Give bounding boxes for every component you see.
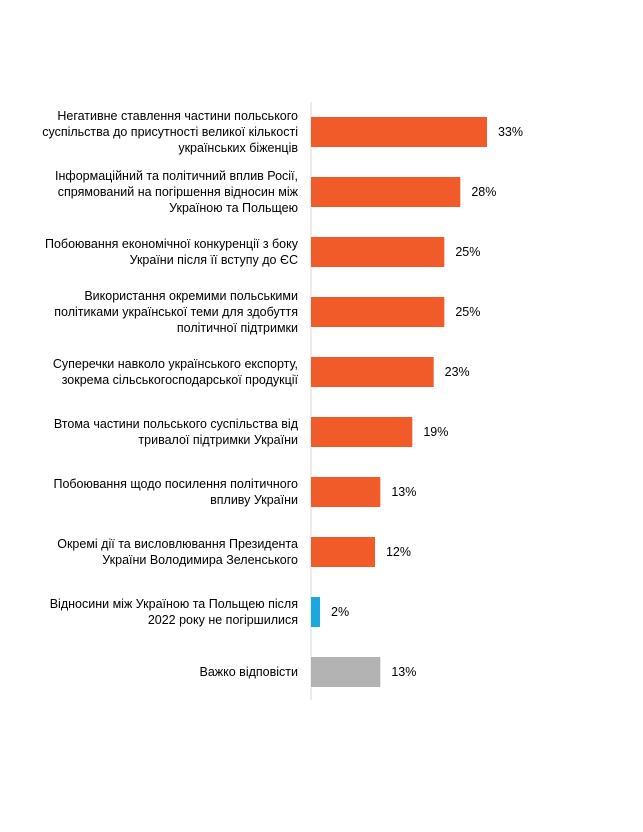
category-label-3: Побоювання економічної конкуренції з бок… bbox=[44, 237, 298, 267]
value-label-1: 33% bbox=[497, 125, 524, 139]
bar-8 bbox=[311, 537, 375, 567]
category-label-9: Відносини між Україною та Польщею після … bbox=[49, 597, 298, 627]
value-label-7: 13% bbox=[391, 485, 417, 499]
category-label-2: Інформаційний та політичний вплив Росії,… bbox=[55, 169, 298, 215]
value-label-4: 25% bbox=[455, 305, 481, 319]
bar-2 bbox=[311, 177, 461, 207]
category-label-4: Використання окремими польськими політик… bbox=[54, 289, 298, 335]
bar-9 bbox=[311, 597, 320, 627]
value-label-10: 13% bbox=[391, 665, 417, 679]
bar-10 bbox=[311, 657, 381, 687]
value-label-5: 23% bbox=[444, 365, 470, 379]
category-label-1: Негативне ставлення частини польського с… bbox=[42, 109, 298, 155]
bar-7 bbox=[311, 477, 381, 507]
value-label-8: 12% bbox=[385, 545, 412, 559]
category-label-7: Побоювання щодо посилення політичного вп… bbox=[53, 477, 298, 507]
category-label-5: Суперечки навколо українського експорту,… bbox=[52, 357, 298, 387]
value-label-3: 25% bbox=[455, 245, 481, 259]
value-label-9: 2% bbox=[331, 605, 350, 619]
bar-6 bbox=[311, 417, 413, 447]
category-label-10: Важко відповісти bbox=[199, 665, 299, 679]
bar-3 bbox=[311, 237, 445, 267]
value-label-6: 19% bbox=[423, 425, 449, 439]
bar-1 bbox=[311, 117, 487, 147]
category-label-8: Окремі дії та висловлювання Президента У… bbox=[57, 537, 298, 567]
value-label-2: 28% bbox=[471, 185, 497, 199]
category-label-6: Втома частини польського суспільства від… bbox=[53, 417, 298, 447]
bar-5 bbox=[311, 357, 434, 387]
bar-4 bbox=[311, 297, 445, 327]
